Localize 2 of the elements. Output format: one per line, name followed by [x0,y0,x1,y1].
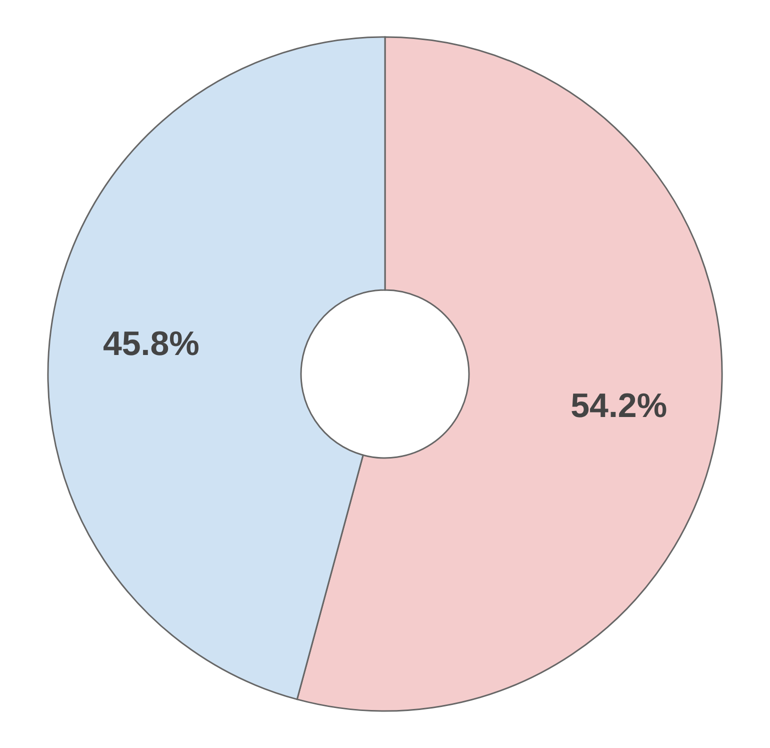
data-label: 54.2% [570,386,668,425]
data-label: 45.8% [102,324,200,363]
